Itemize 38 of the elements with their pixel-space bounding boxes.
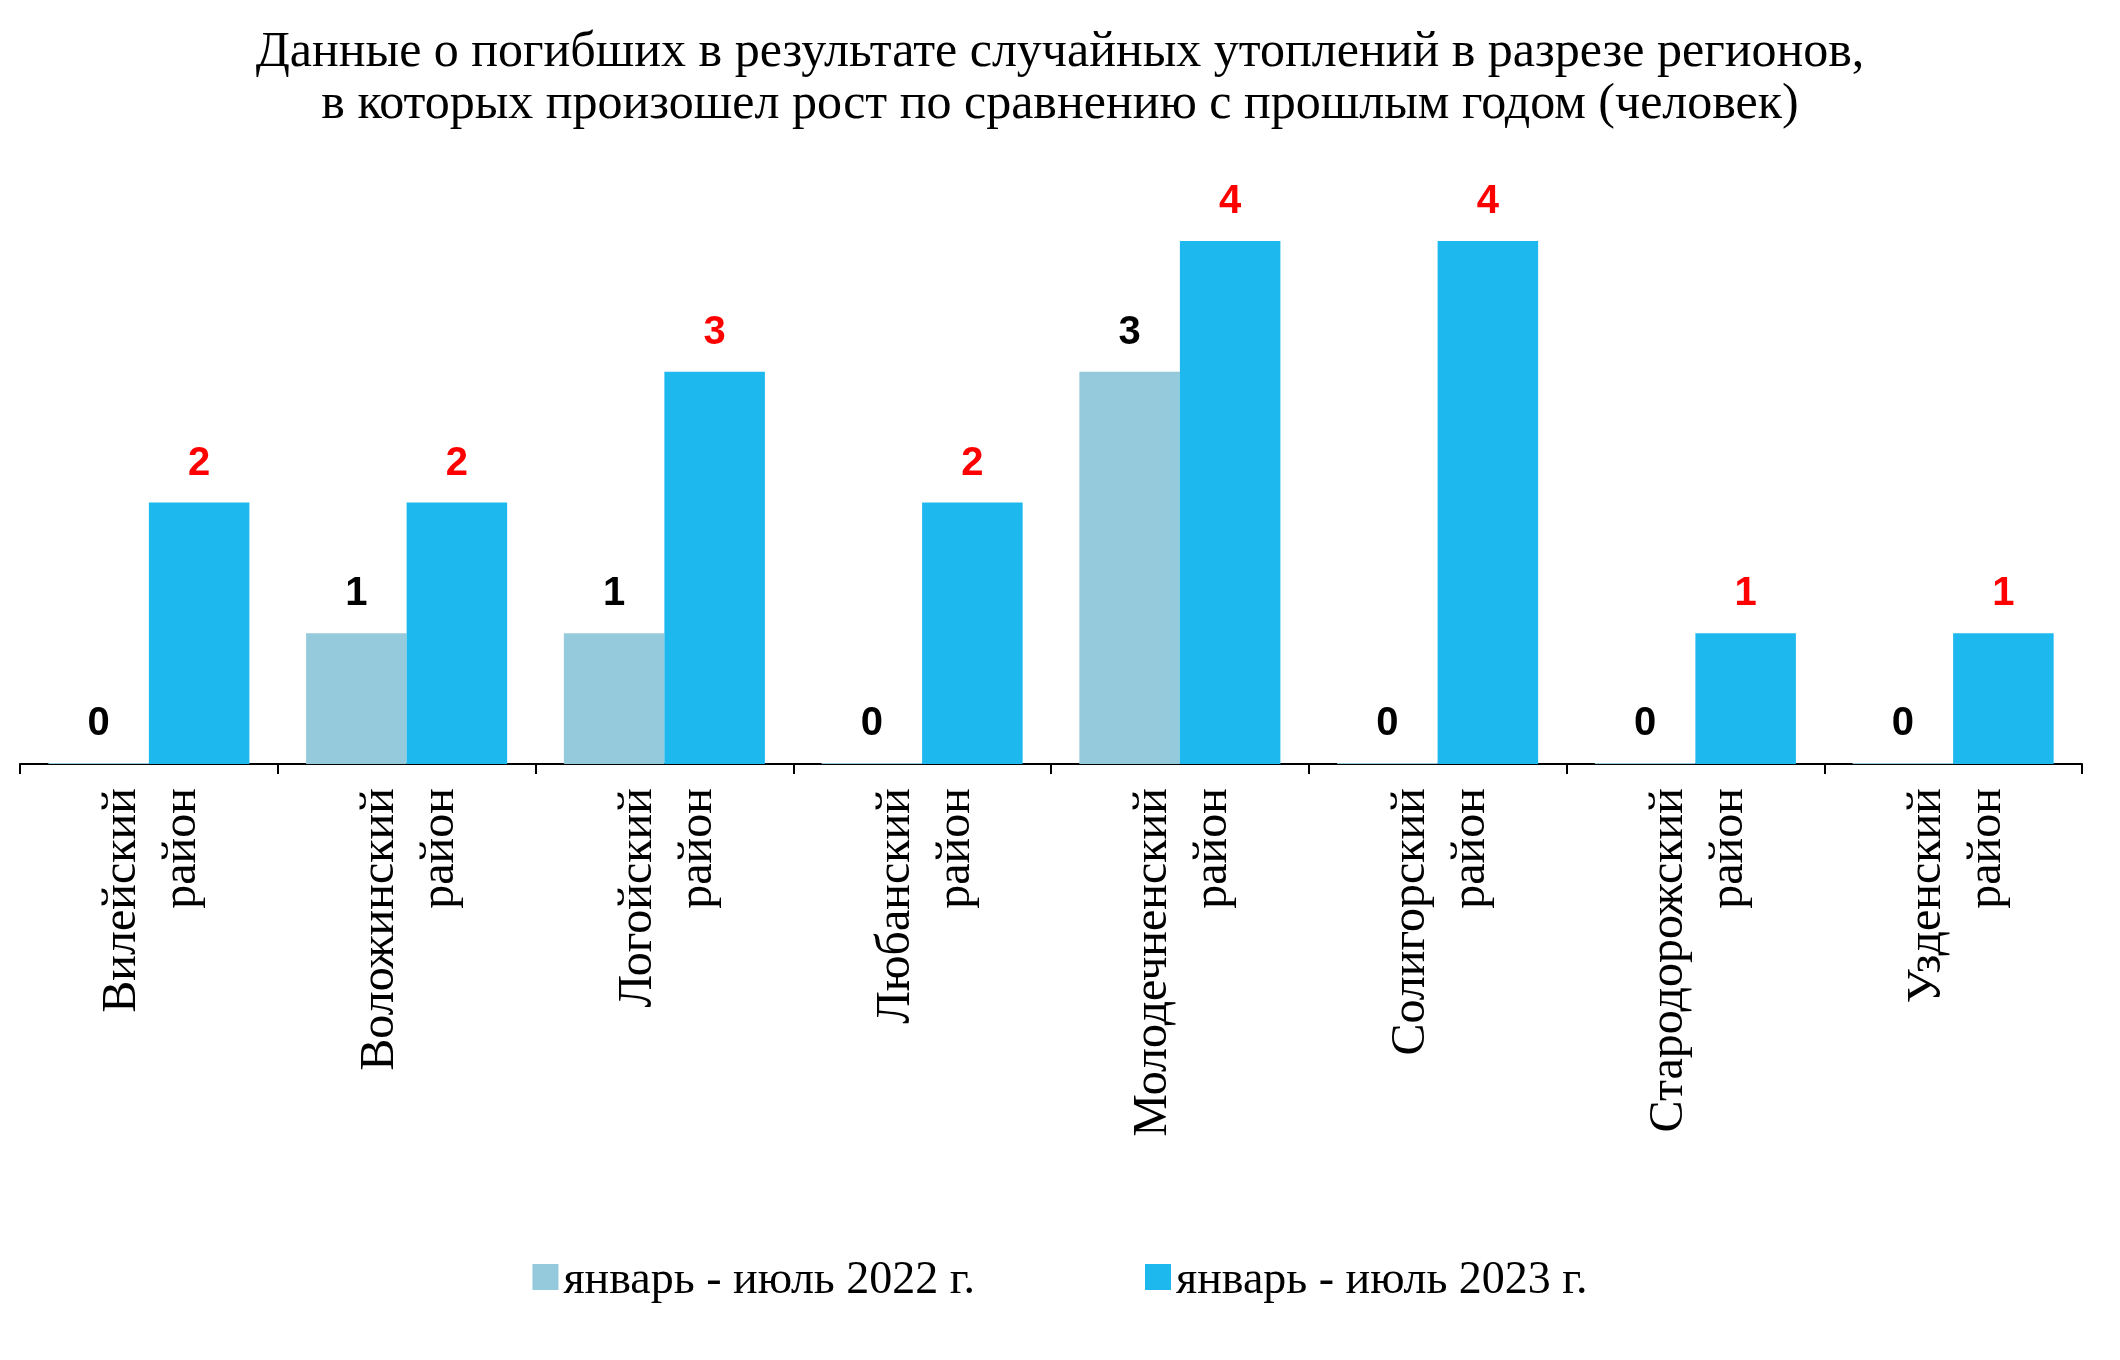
data-label: 0	[1376, 699, 1399, 743]
x-tick-label: Вилейский район	[92, 788, 206, 1013]
chart-title: Данные о погибших в результате случайных утоплений в разрезе регионов, в которых произошел рост по сравнению с прошлым годом (человек)	[255, 21, 1865, 129]
x-tick-label: Молодечненский район	[1123, 788, 1237, 1137]
bar	[1953, 633, 2054, 764]
x-tick-label: Узденский район	[1896, 788, 2010, 1004]
data-label: 1	[602, 569, 626, 614]
data-label: 3	[703, 307, 726, 352]
bar	[1179, 241, 1281, 764]
x-tick-label: Логойский район	[607, 788, 721, 1008]
data-label: 2	[445, 438, 469, 483]
bar	[306, 633, 407, 764]
bar	[922, 502, 1023, 764]
data-label: 4	[1476, 177, 1500, 221]
data-label: 4	[1219, 177, 1243, 221]
data-label: 3	[1118, 307, 1141, 352]
x-tick-label: Стародорожский район	[1638, 788, 1752, 1133]
data-label: 0	[1633, 699, 1657, 743]
data-label: 1	[1992, 569, 2015, 614]
data-label: 1	[1734, 569, 1757, 614]
bar	[664, 371, 765, 764]
data-label: 0	[87, 699, 110, 743]
bar	[1695, 633, 1796, 764]
bar	[148, 502, 250, 764]
bar	[1437, 241, 1539, 764]
legend-label: январь - июль 2022 г.	[563, 1251, 976, 1303]
x-tick-label: Солигорский район	[1381, 788, 1495, 1056]
data-label: 2	[188, 438, 211, 483]
data-label: 2	[961, 438, 984, 483]
data-label: 0	[1891, 699, 1914, 743]
bar	[563, 633, 665, 764]
data-label: 1	[345, 569, 368, 614]
bar	[1079, 371, 1180, 764]
bar	[406, 502, 508, 764]
legend-label: январь - июль 2023 г.	[1176, 1251, 1588, 1303]
data-label: 0	[860, 699, 883, 743]
x-tick-label: Воложинский район	[350, 788, 464, 1071]
x-tick-label: Любанский район	[865, 788, 979, 1024]
